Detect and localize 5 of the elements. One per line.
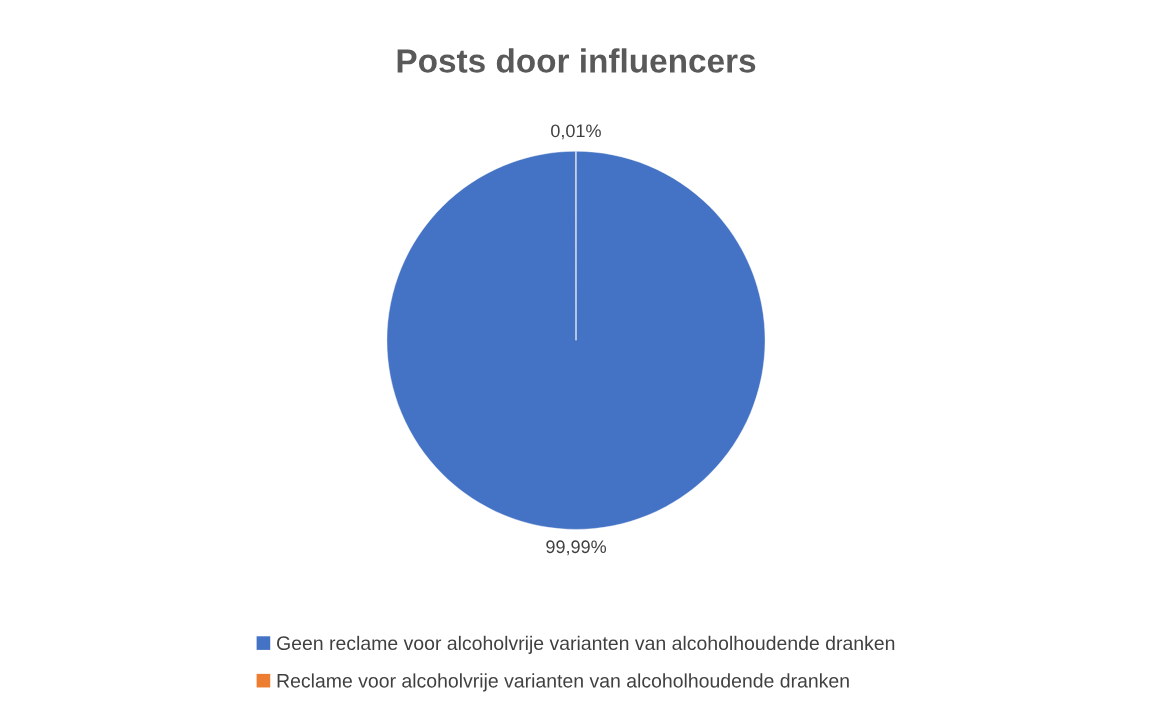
- data-label: 99,99%: [546, 540, 607, 556]
- legend-label: Reclame voor alcoholvrije varianten van alcoholhoudende dranken: [277, 673, 849, 692]
- legend-label: Geen reclame voor alcoholvrije varianten van alcoholhoudende dranken: [277, 635, 895, 654]
- chart-title: Posts door influencers: [397, 48, 756, 73]
- data-label: 0,01%: [551, 124, 601, 140]
